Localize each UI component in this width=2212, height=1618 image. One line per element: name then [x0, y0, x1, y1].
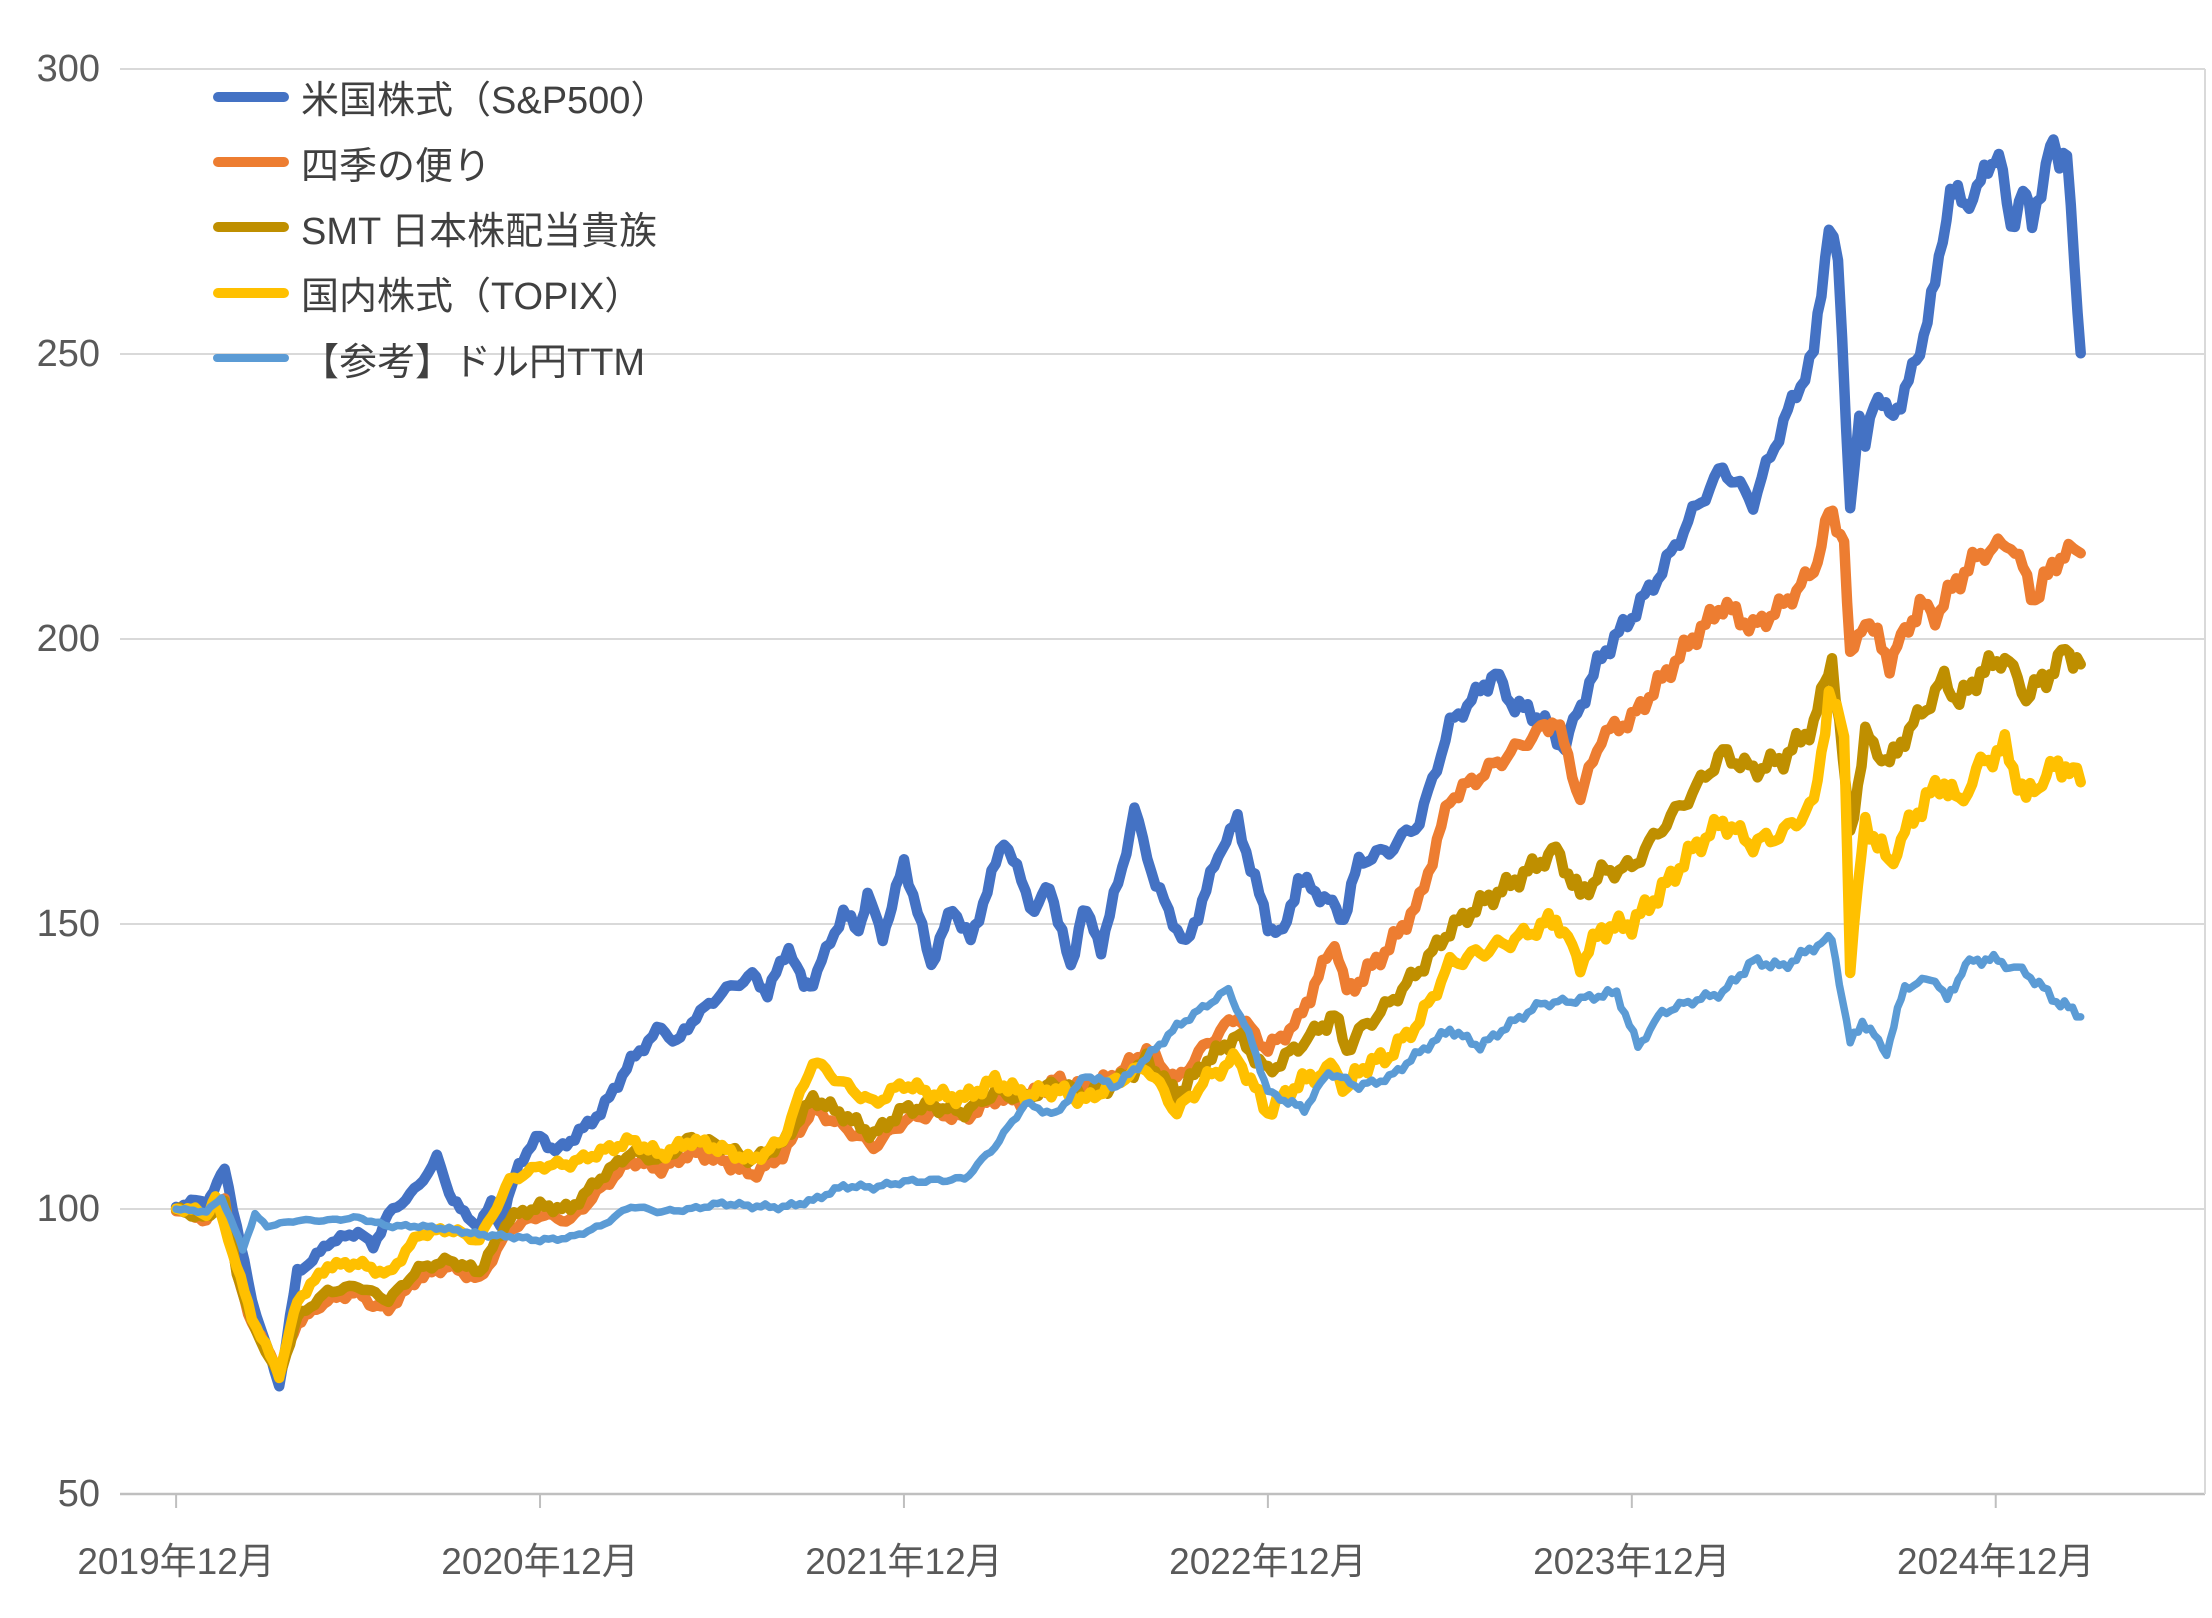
legend-line-swatch	[213, 287, 289, 298]
x-tick-label: 2019年12月	[77, 1541, 275, 1582]
y-tick-label: 300	[36, 48, 100, 90]
legend-line-swatch	[213, 157, 289, 168]
y-tick-label: 50	[57, 1473, 100, 1515]
x-tick-label: 2020年12月	[441, 1541, 639, 1582]
series-line-0	[170, 134, 2086, 1392]
legend-label: 米国株式（S&P500）	[301, 80, 669, 123]
series-line-4	[172, 931, 2085, 1254]
legend-line-swatch	[213, 91, 289, 102]
y-tick-label: 200	[36, 618, 100, 660]
legend-label: 【参考】ドル円TTM	[301, 341, 646, 384]
y-tick-label: 100	[36, 1188, 100, 1230]
legend-label: 四季の便り	[301, 145, 492, 188]
legend-label: SMT 日本株配当貴族	[301, 210, 658, 253]
y-tick-label: 150	[36, 903, 100, 945]
legend-label: 国内株式（TOPIX）	[301, 276, 643, 319]
x-tick-label: 2022年12月	[1169, 1541, 1367, 1582]
series-line-2	[170, 643, 2086, 1382]
legend-item: 国内株式（TOPIX）	[213, 260, 668, 325]
legend-line-swatch	[213, 354, 289, 363]
y-tick-label: 250	[36, 333, 100, 375]
legend-line-swatch	[213, 222, 289, 233]
legend-item: 四季の便り	[213, 129, 668, 194]
legend-item: 【参考】ドル円TTM	[213, 326, 668, 391]
legend: 米国株式（S&P500） 四季の便り SMT 日本株配当貴族 国内株式（TOPIX） 【…	[213, 64, 668, 391]
x-tick-label: 2024年12月	[1897, 1541, 2095, 1582]
x-tick-label: 2021年12月	[805, 1541, 1003, 1582]
legend-item: 米国株式（S&P500）	[213, 64, 668, 129]
legend-item: SMT 日本株配当貴族	[213, 195, 668, 260]
x-tick-label: 2023年12月	[1533, 1541, 1731, 1582]
